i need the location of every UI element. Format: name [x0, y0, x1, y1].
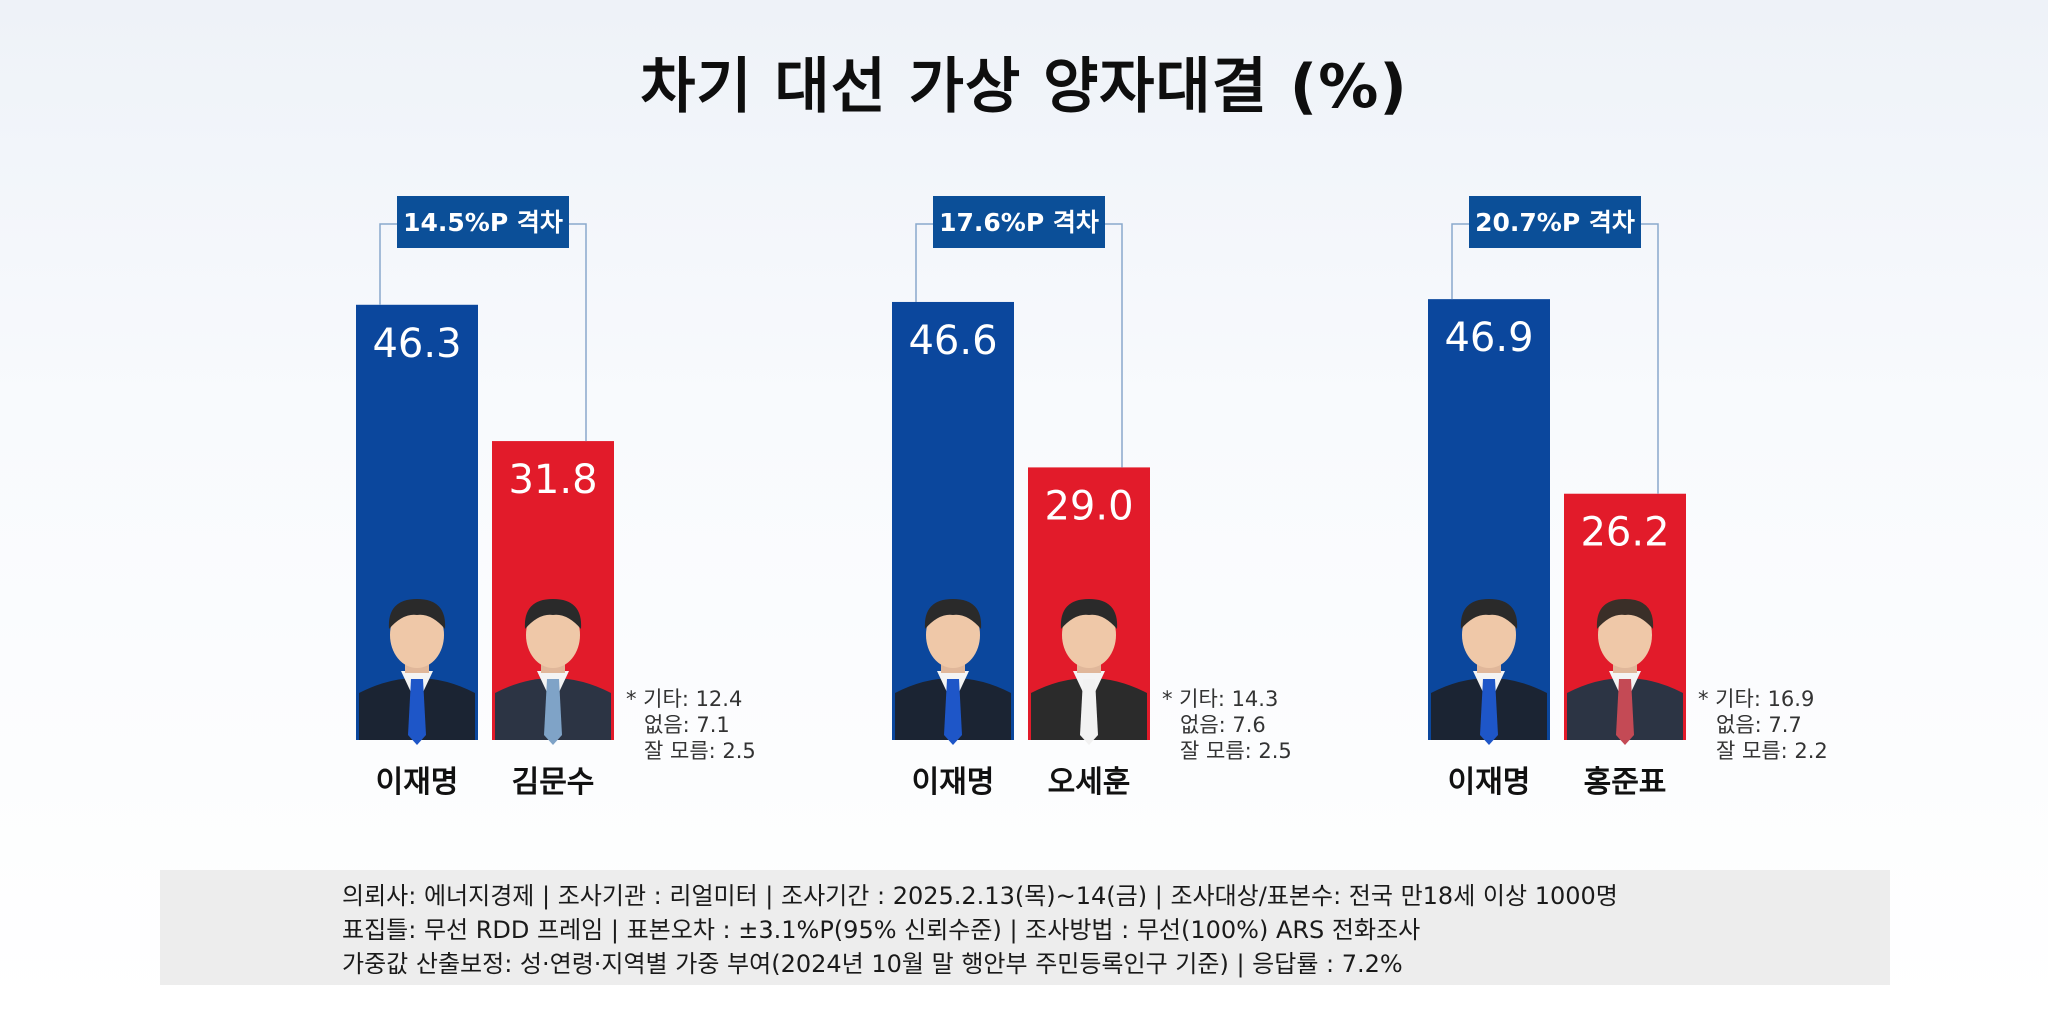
photo-hair: [524, 599, 582, 629]
others-note-line: * 기타: 14.3: [1162, 687, 1278, 711]
photo-hair: [1596, 599, 1654, 629]
gap-badge: 17.6%P 격차: [933, 196, 1105, 248]
photo-hair: [388, 599, 446, 629]
gap-badge-box: [397, 196, 569, 248]
photo-face: [1598, 602, 1652, 668]
gap-label: 17.6%P 격차: [939, 208, 1099, 237]
photo-tie: [1616, 679, 1634, 745]
photo-tie: [1480, 679, 1498, 745]
gap-connector-left: [915, 223, 933, 302]
gap-label: 14.5%P 격차: [403, 208, 563, 237]
others-note-line: 잘 모름: 2.2: [1716, 739, 1828, 763]
photo-face: [1062, 602, 1116, 668]
photo-face: [1462, 602, 1516, 668]
bar-value-label: 29.0: [1044, 483, 1133, 529]
others-note-line: 잘 모름: 2.5: [1180, 739, 1292, 763]
others-note-line: 없음: 7.6: [1180, 713, 1266, 737]
survey-info-line-3: 가중값 산출보정: 성·연령·지역별 가중 부여(2024년 10월 말 행안부…: [342, 950, 1403, 978]
photo-face: [526, 602, 580, 668]
gap-connector-right: [1641, 223, 1659, 494]
photo-tie: [544, 679, 562, 745]
photo-face: [390, 602, 444, 668]
others-note-line: 잘 모름: 2.5: [644, 739, 756, 763]
bar-value-label: 31.8: [508, 457, 597, 503]
candidate-name: 이재명: [376, 765, 459, 800]
photo-tie: [408, 679, 426, 745]
candidate-photo: [495, 599, 611, 745]
survey-info-panel: 의뢰사: 에너지경제 | 조사기관 : 리얼미터 | 조사기간 : 2025.2…: [160, 870, 1890, 985]
candidate-name: 김문수: [512, 765, 595, 800]
gap-label: 20.7%P 격차: [1475, 208, 1635, 237]
gap-badge: 20.7%P 격차: [1469, 196, 1641, 248]
photo-tie: [1080, 679, 1098, 745]
chart-title: 차기 대선 가상 양자대결 (%): [640, 52, 1408, 122]
gap-connector-right: [569, 223, 587, 442]
others-note-line: * 기타: 16.9: [1698, 687, 1814, 711]
photo-hair: [1060, 599, 1118, 629]
gap-connector-right: [1105, 223, 1123, 468]
bar-value-label: 26.2: [1580, 510, 1669, 556]
candidate-name: 이재명: [1448, 765, 1531, 800]
photo-hair: [924, 599, 982, 629]
survey-info-line-1: 의뢰사: 에너지경제 | 조사기관 : 리얼미터 | 조사기간 : 2025.2…: [342, 882, 1618, 910]
candidate-name: 오세훈: [1048, 765, 1131, 800]
candidate-name: 홍준표: [1584, 765, 1667, 800]
survey-info-line-2: 표집틀: 무선 RDD 프레임 | 표본오차 : ±3.1%P(95% 신뢰수준…: [342, 916, 1421, 944]
bar-value-label: 46.9: [1444, 315, 1533, 361]
bar-value-label: 46.6: [908, 318, 997, 364]
gap-badge-box: [933, 196, 1105, 248]
bar-value-label: 46.3: [372, 321, 461, 367]
others-note-line: 없음: 7.7: [1716, 713, 1802, 737]
candidate-group-1: 46.3 31.8 이재명 김문수 14.5%P 격차 * 기타: 12.4없음: 7.1…: [356, 196, 756, 800]
gap-connector-left: [1451, 223, 1469, 300]
others-note-line: 없음: 7.1: [644, 713, 730, 737]
candidate-group-3: 46.9 26.2 이재명 홍준표 20.7%P 격차 * 기타: 16.9없음: 7.7…: [1428, 196, 1828, 800]
gap-badge-box: [1469, 196, 1641, 248]
photo-hair: [1460, 599, 1518, 629]
photo-tie: [944, 679, 962, 745]
gap-connector-left: [379, 223, 397, 305]
photo-face: [926, 602, 980, 668]
candidate-name: 이재명: [912, 765, 995, 800]
candidate-photo: [1031, 599, 1147, 745]
candidate-photo: [895, 599, 1011, 745]
candidate-photo: [1431, 599, 1547, 745]
candidate-photo: [1567, 599, 1683, 745]
candidate-group-2: 46.6 29.0 이재명 오세훈 17.6%P 격차 * 기타: 14.3없음: 7.6…: [892, 196, 1292, 800]
others-note-line: * 기타: 12.4: [626, 687, 742, 711]
candidate-photo: [359, 599, 475, 745]
chart-area: 46.3 31.8 이재명 김문수 14.5%P 격차 * 기타: 12.4없음: 7.1…: [356, 196, 1828, 800]
gap-badge: 14.5%P 격차: [397, 196, 569, 248]
